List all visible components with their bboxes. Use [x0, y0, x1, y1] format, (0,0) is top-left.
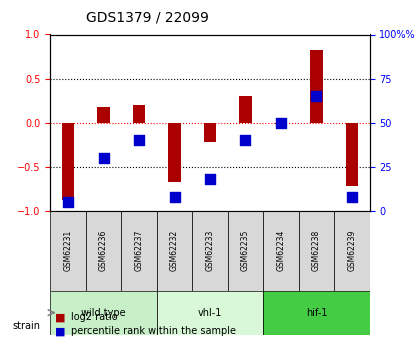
- FancyBboxPatch shape: [299, 210, 334, 290]
- FancyBboxPatch shape: [334, 210, 370, 290]
- Point: [278, 120, 284, 125]
- Bar: [275, 122, 287, 124]
- Point: [171, 194, 178, 199]
- Point: [65, 199, 71, 205]
- Point: [136, 137, 142, 143]
- Point: [349, 194, 355, 199]
- Point: [207, 176, 213, 182]
- Text: GSM62234: GSM62234: [276, 230, 286, 271]
- Text: percentile rank within the sample: percentile rank within the sample: [71, 326, 236, 336]
- FancyBboxPatch shape: [86, 210, 121, 290]
- Bar: [310, 50, 323, 122]
- FancyBboxPatch shape: [228, 210, 263, 290]
- FancyBboxPatch shape: [121, 210, 157, 290]
- FancyBboxPatch shape: [157, 290, 263, 335]
- Point: [313, 93, 320, 99]
- Text: GSM62235: GSM62235: [241, 230, 250, 271]
- Bar: [346, 122, 358, 186]
- Bar: [133, 105, 145, 122]
- Text: GSM62236: GSM62236: [99, 230, 108, 271]
- Text: GDS1379 / 22099: GDS1379 / 22099: [86, 10, 208, 24]
- Bar: [168, 122, 181, 183]
- Text: ■: ■: [55, 313, 65, 322]
- Bar: [97, 107, 110, 122]
- Point: [100, 155, 107, 160]
- FancyBboxPatch shape: [263, 210, 299, 290]
- Bar: [204, 122, 216, 142]
- Text: hif-1: hif-1: [306, 308, 327, 318]
- Text: strain: strain: [13, 321, 41, 331]
- Text: GSM62238: GSM62238: [312, 230, 321, 271]
- Bar: [62, 122, 74, 200]
- Text: GSM62237: GSM62237: [134, 230, 144, 271]
- Text: GSM62233: GSM62233: [205, 230, 215, 271]
- Text: log2 ratio: log2 ratio: [71, 313, 118, 322]
- FancyBboxPatch shape: [50, 290, 157, 335]
- FancyBboxPatch shape: [157, 210, 192, 290]
- Point: [242, 137, 249, 143]
- Text: vhl-1: vhl-1: [198, 308, 222, 318]
- Text: GSM62232: GSM62232: [170, 230, 179, 271]
- Text: ■: ■: [55, 326, 65, 336]
- Text: GSM62239: GSM62239: [347, 230, 356, 271]
- Bar: [239, 96, 252, 122]
- Text: GSM62231: GSM62231: [64, 230, 73, 271]
- FancyBboxPatch shape: [192, 210, 228, 290]
- FancyBboxPatch shape: [50, 210, 86, 290]
- FancyBboxPatch shape: [263, 290, 370, 335]
- Text: wild type: wild type: [81, 308, 126, 318]
